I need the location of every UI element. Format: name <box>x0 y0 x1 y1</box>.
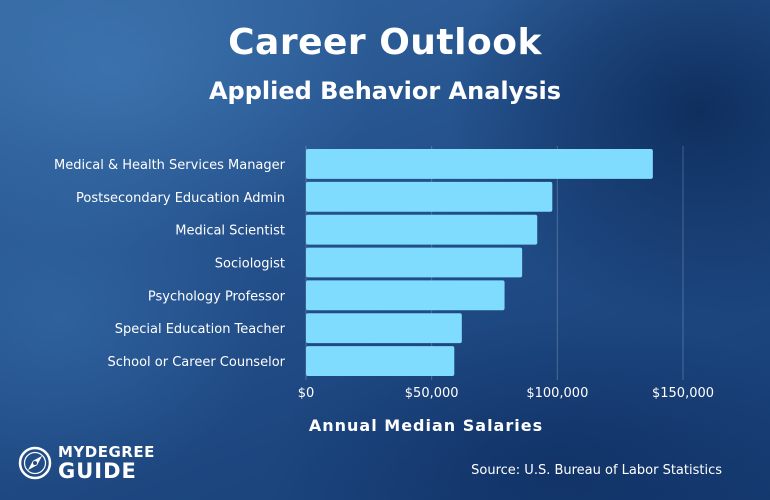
category-label: Psychology Professor <box>148 289 286 304</box>
bar <box>306 149 653 179</box>
brand-name-top: MYDEGREE <box>58 442 155 461</box>
bar <box>306 181 553 212</box>
brand-name-bottom: GUIDE <box>58 458 137 483</box>
category-label: School or Career Counselor <box>108 355 286 370</box>
category-label: Postsecondary Education Admin <box>76 191 285 206</box>
x-tick-label: $150,000 <box>652 386 714 401</box>
bar <box>306 214 538 245</box>
x-tick-label: $0 <box>298 386 315 401</box>
x-tick-label: $50,000 <box>405 386 459 401</box>
source-note: Source: U.S. Bureau of Labor Statistics <box>471 463 722 478</box>
category-label: Medical Scientist <box>175 224 285 239</box>
compass-icon <box>18 446 52 480</box>
bar <box>306 280 505 311</box>
x-axis-label: Annual Median Salaries <box>308 416 544 435</box>
bar <box>306 346 455 376</box>
bar <box>306 313 462 344</box>
bar <box>306 247 523 278</box>
chart-title: Career Outlook <box>228 22 542 63</box>
chart-subtitle: Applied Behavior Analysis <box>208 77 562 105</box>
category-label: Special Education Teacher <box>115 322 286 337</box>
category-label: Medical & Health Services Manager <box>54 158 286 173</box>
category-label: Sociologist <box>215 257 285 272</box>
brand-logo: MYDEGREE GUIDE <box>18 441 155 485</box>
x-tick-label: $100,000 <box>526 386 588 401</box>
